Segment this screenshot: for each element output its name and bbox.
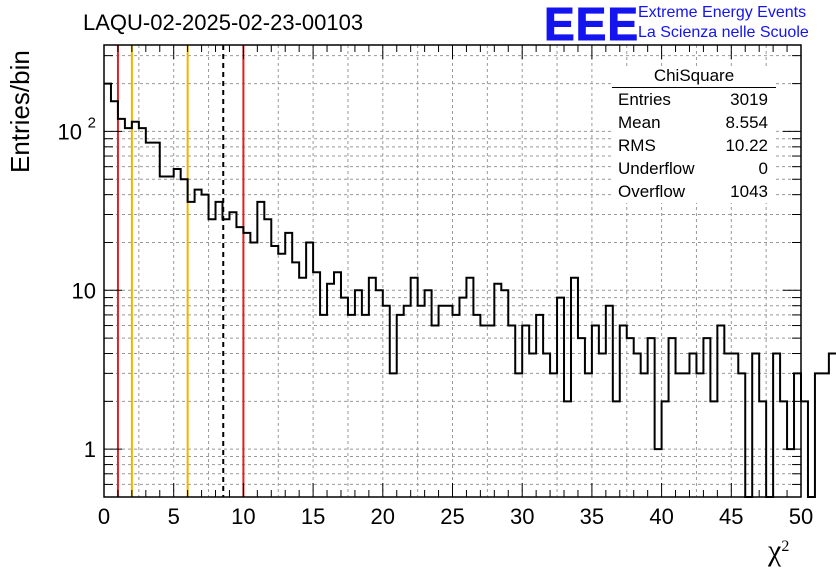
x-tick-label: 50 (789, 504, 813, 529)
x-axis-label-exponent: 2 (781, 538, 790, 555)
stats-box: ChiSquare Entries 3019 Mean 8.554 RMS 10.22… (612, 66, 776, 203)
x-tick-label: 20 (371, 504, 395, 529)
stats-row-overflow: Overflow 1043 (612, 180, 776, 203)
stats-row-entries: Entries 3019 (612, 88, 776, 111)
stats-label: RMS (618, 136, 656, 155)
stats-label: Entries (618, 90, 671, 109)
reference-lines (116, 45, 245, 497)
x-tick-label: 10 (231, 504, 255, 529)
x-tick-label: 5 (168, 504, 180, 529)
x-tick-label: 25 (440, 504, 464, 529)
stats-value: 8.554 (725, 113, 768, 132)
histogram-step-line (104, 82, 836, 498)
stats-value: 1043 (730, 182, 768, 201)
y-tick-labels: 1 10 10 2 (58, 114, 96, 462)
x-tick-labels: 0 5 10 15 20 25 30 35 40 45 50 (98, 504, 813, 529)
x-tick-label: 40 (649, 504, 673, 529)
x-tick-label: 30 (510, 504, 534, 529)
stats-value: 3019 (730, 90, 768, 109)
stats-label: Mean (618, 113, 661, 132)
eee-logo: EEE (543, 0, 640, 50)
y-tick-label: 1 (84, 437, 96, 462)
stats-label: Underflow (618, 159, 695, 178)
stats-value: 10.22 (725, 136, 768, 155)
stats-row-mean: Mean 8.554 (612, 111, 776, 134)
x-tick-label: 45 (719, 504, 743, 529)
y-tick-label: 10 (58, 119, 82, 144)
stats-row-rms: RMS 10.22 (612, 134, 776, 157)
chart-title: LAQU-02-2025-02-23-00103 (83, 10, 364, 35)
y-tick-label: 10 (72, 278, 96, 303)
axis-ticks (103, 45, 802, 497)
stats-row-underflow: Underflow 0 (612, 157, 776, 180)
logo-subtitle-1: Extreme Energy Events (638, 4, 807, 21)
x-axis-label-base: χ (768, 534, 782, 567)
x-tick-label: 35 (580, 504, 604, 529)
x-tick-label: 0 (98, 504, 110, 529)
y-tick-label-exponent: 2 (88, 114, 96, 131)
stats-value: 0 (758, 159, 768, 178)
y-axis-label: Entries/bin (5, 50, 35, 173)
x-tick-label: 15 (301, 504, 325, 529)
x-axis-label: χ2 (768, 534, 789, 568)
stats-title: ChiSquare (612, 66, 776, 88)
stats-label: Overflow (618, 182, 686, 201)
logo-subtitle-2: La Scienza nelle Scuole (638, 24, 809, 41)
